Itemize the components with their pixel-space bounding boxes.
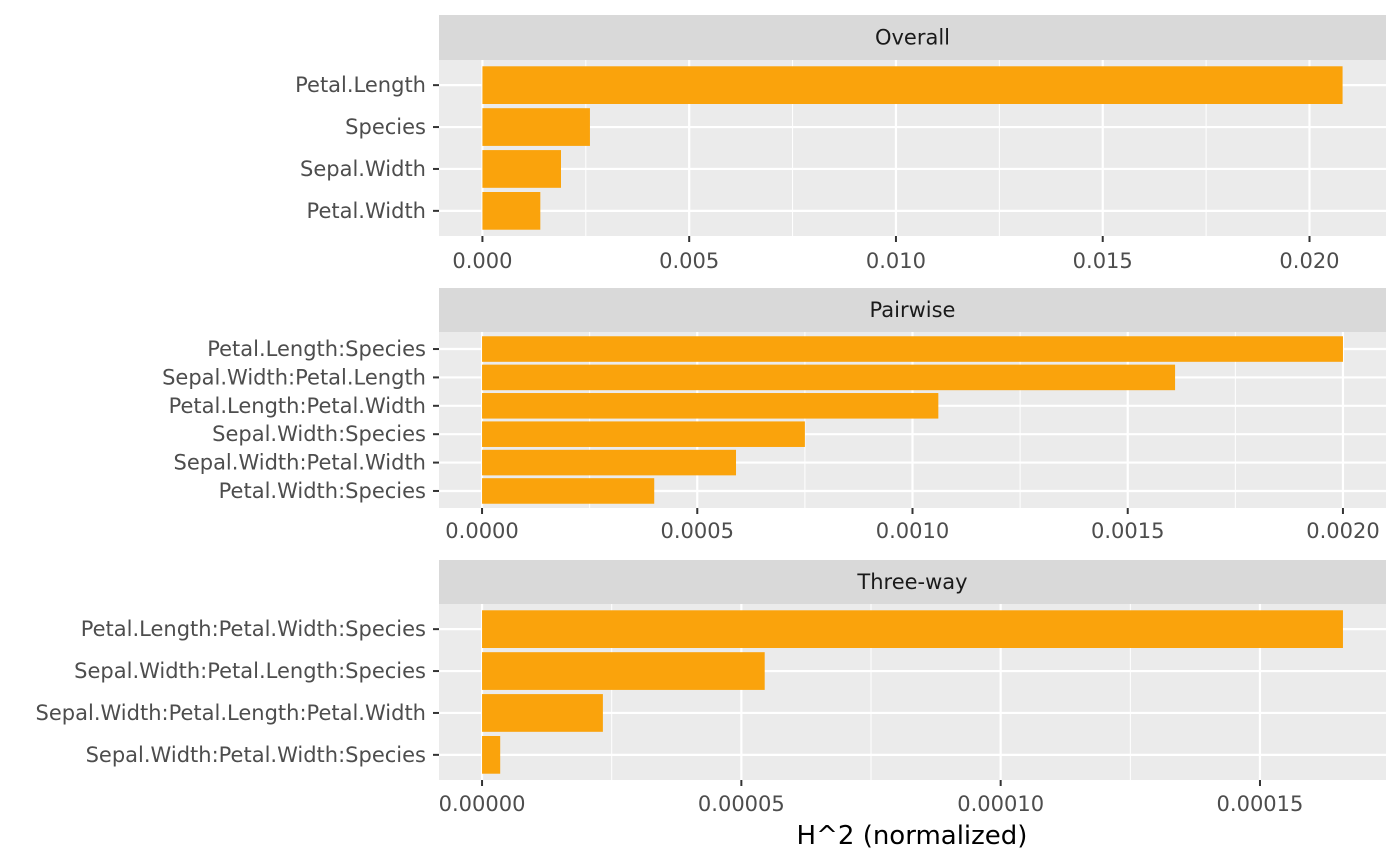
facet-strip xyxy=(439,288,1386,332)
bar xyxy=(482,150,561,188)
x-tick-label: 0.00005 xyxy=(698,792,785,816)
x-tick-label: 0.000 xyxy=(452,249,512,273)
x-tick-label: 0.00000 xyxy=(439,792,526,816)
y-tick-label: Sepal.Width xyxy=(300,157,426,181)
bar xyxy=(482,336,1343,362)
y-tick-label: Petal.Width xyxy=(307,199,426,223)
bar xyxy=(482,393,939,419)
y-tick-label: Petal.Length xyxy=(295,73,426,97)
bar xyxy=(482,610,1343,648)
x-tick-label: 0.010 xyxy=(866,249,926,273)
y-tick-label: Petal.Width:Species xyxy=(219,479,426,503)
x-axis-title: H^2 (normalized) xyxy=(797,821,1028,851)
facet-panel: Three-way Petal.Length:Petal.Width:Specie… xyxy=(36,560,1386,816)
y-tick-label: Sepal.Width:Petal.Length:Petal.Width xyxy=(36,701,426,725)
y-tick-label: Petal.Length:Petal.Width xyxy=(169,394,426,418)
facet-strip-title: Pairwise xyxy=(870,298,956,322)
y-tick-label: Sepal.Width:Petal.Length:Species xyxy=(74,659,426,683)
y-tick-label: Sepal.Width:Petal.Width:Species xyxy=(86,743,426,767)
x-tick-label: 0.00010 xyxy=(957,792,1044,816)
x-tick-label: 0.015 xyxy=(1073,249,1133,273)
bar xyxy=(482,449,737,476)
bar xyxy=(482,478,655,504)
x-tick-label: 0.005 xyxy=(659,249,719,273)
bar xyxy=(482,694,603,732)
facet-panel: Overall Petal.Length Species Sepal.Width Pet… xyxy=(295,15,1386,273)
x-tick-label: 0.0015 xyxy=(1091,519,1164,543)
y-tick-label: Sepal.Width:Petal.Length xyxy=(162,365,426,389)
x-tick-label: 0.0010 xyxy=(876,519,949,543)
bar xyxy=(482,108,590,146)
x-tick-label: 0.0020 xyxy=(1306,519,1379,543)
x-tick-label: 0.0005 xyxy=(661,519,734,543)
facet-panel: Pairwise Petal.Length:Species Sepal.Width:… xyxy=(162,288,1386,543)
bar xyxy=(482,736,501,774)
x-tick-label: 0.0000 xyxy=(445,519,518,543)
y-tick-label: Sepal.Width:Species xyxy=(212,422,426,446)
bar xyxy=(482,192,541,230)
y-tick-label: Petal.Length:Species xyxy=(207,337,426,361)
facet-strip xyxy=(439,15,1386,60)
bar xyxy=(482,364,1176,391)
y-tick-label: Species xyxy=(345,115,426,139)
x-tick-label: 0.00015 xyxy=(1217,792,1304,816)
bar xyxy=(482,66,1343,104)
x-tick-label: 0.020 xyxy=(1279,249,1339,273)
y-tick-label: Petal.Length:Petal.Width:Species xyxy=(81,617,426,641)
facet-panels: Overall Petal.Length Species Sepal.Width Pet… xyxy=(36,15,1386,816)
facet-strip-title: Three-way xyxy=(856,570,967,594)
bar xyxy=(482,652,765,690)
bar xyxy=(482,421,805,447)
y-tick-label: Sepal.Width:Petal.Width xyxy=(173,451,426,475)
facet-strip-title: Overall xyxy=(875,26,950,50)
facet-strip xyxy=(439,560,1386,604)
